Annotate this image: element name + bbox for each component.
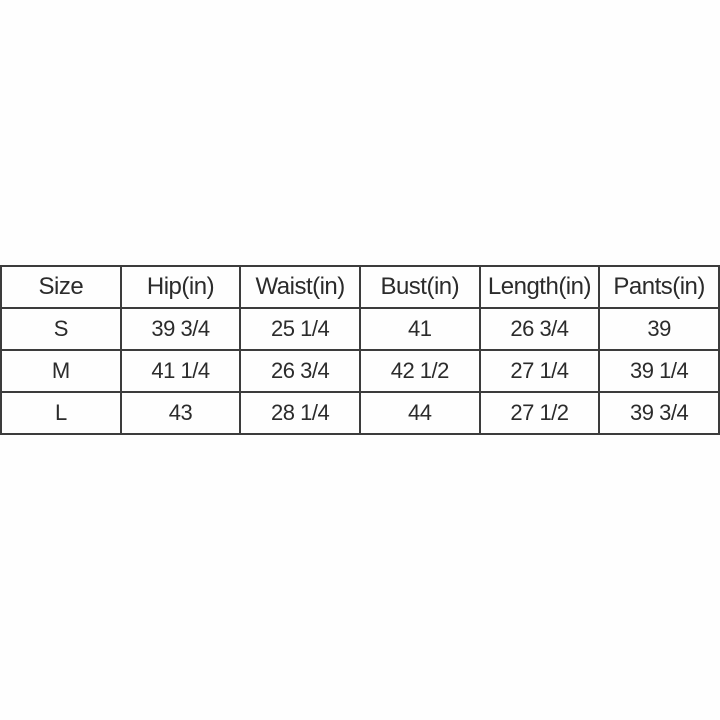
- measurement-cell: 39: [598, 307, 720, 351]
- measurement-cell: 39 3/4: [598, 391, 720, 435]
- measurement-cell: 39 1/4: [598, 349, 720, 393]
- measurement-cell: 28 1/4: [239, 391, 361, 435]
- size-chart-header: Size Hip(in) Waist(in) Bust(in) Length(in) Pa…: [0, 265, 720, 309]
- measurement-cell: 43: [119, 391, 242, 435]
- measurement-cell: 41 1/4: [119, 349, 242, 393]
- table-row: S 39 3/4 25 1/4 41 26 3/4 39: [0, 307, 720, 351]
- measurement-cell: 39 3/4: [119, 307, 242, 351]
- table-row: L 43 28 1/4 44 27 1/2 39 3/4: [0, 391, 720, 435]
- size-chart-body: S 39 3/4 25 1/4 41 26 3/4 39 M 41 1/4 26 3/4 42 1…: [0, 307, 720, 435]
- column-header: Hip(in): [119, 265, 242, 309]
- measurement-cell: 26 3/4: [239, 349, 361, 393]
- measurement-cell: 26 3/4: [478, 307, 601, 351]
- column-header: Waist(in): [239, 265, 361, 309]
- column-header: Pants(in): [598, 265, 720, 309]
- header-row: Size Hip(in) Waist(in) Bust(in) Length(in) Pa…: [0, 265, 720, 309]
- column-header: Bust(in): [358, 265, 481, 309]
- measurement-cell: 27 1/4: [478, 349, 601, 393]
- size-label-cell: L: [0, 391, 122, 435]
- measurement-cell: 27 1/2: [478, 391, 601, 435]
- column-header: Size: [0, 265, 122, 309]
- size-label-cell: S: [0, 307, 122, 351]
- size-chart-table: Size Hip(in) Waist(in) Bust(in) Length(in) Pa…: [0, 265, 720, 435]
- measurement-cell: 42 1/2: [358, 349, 481, 393]
- measurement-cell: 25 1/4: [239, 307, 361, 351]
- table-row: M 41 1/4 26 3/4 42 1/2 27 1/4 39 1/4: [0, 349, 720, 393]
- measurement-cell: 44: [358, 391, 481, 435]
- measurement-cell: 41: [358, 307, 481, 351]
- size-label-cell: M: [0, 349, 122, 393]
- size-chart-container: Size Hip(in) Waist(in) Bust(in) Length(in) Pa…: [0, 265, 720, 435]
- column-header: Length(in): [478, 265, 601, 309]
